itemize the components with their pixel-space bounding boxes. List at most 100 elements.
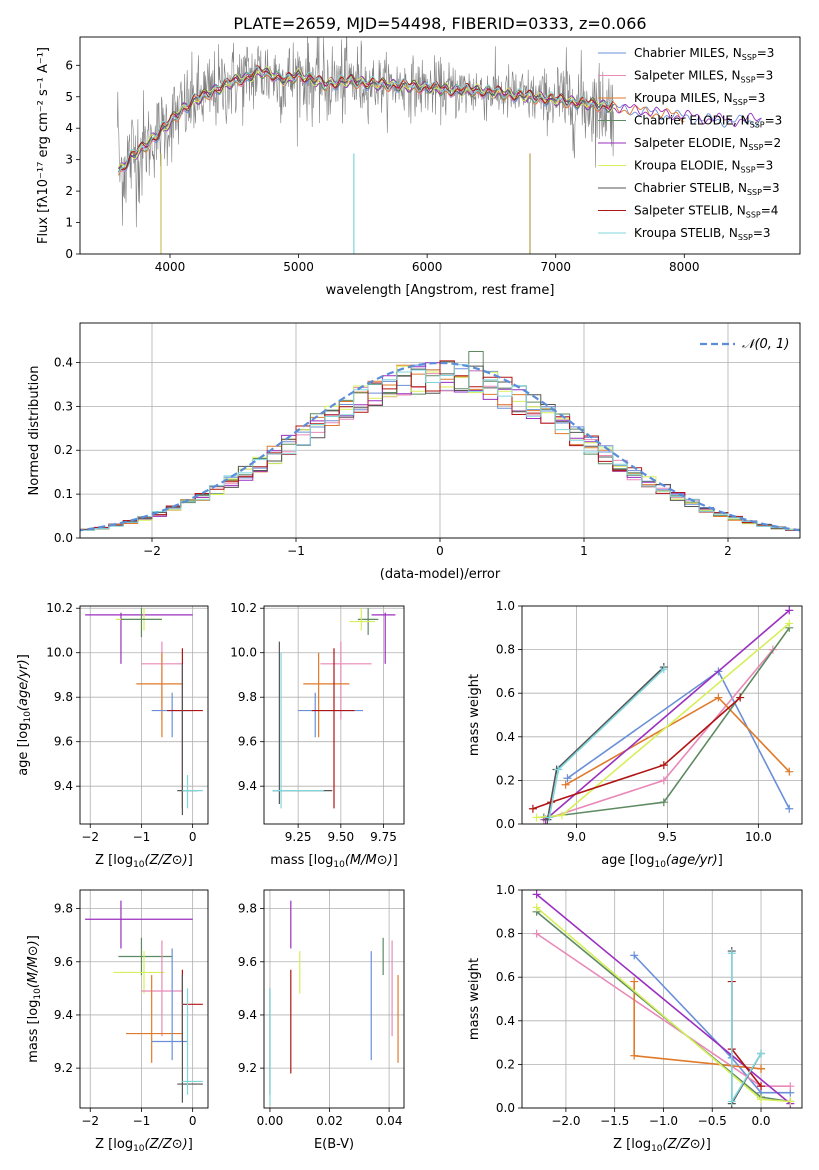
x-tick-label: 0.00 [257,1114,284,1128]
y-tick-label: 3 [65,153,73,167]
legend-label: Kroupa MILES, NSSP=3 [634,91,765,107]
legend-subscript: SSP [738,233,753,242]
plot-area [85,608,203,816]
axes-frame [79,889,209,1109]
y-tick-label: 0.4 [496,1014,515,1028]
plus-marker [736,693,745,702]
mass-weight-line [633,954,791,1094]
axes-frame [263,889,405,1109]
mass-weight-line [731,981,762,1087]
x-tick-label: 9.50 [327,830,354,844]
mass-weight-line [532,697,741,810]
plus-marker [545,813,554,822]
x-tick-label: 10.0 [745,830,772,844]
y-tick-label: 9.8 [54,902,73,916]
label-subscript: 10 [133,860,145,870]
y-tick-label: 9.4 [238,1008,257,1022]
legend-text: =3 [757,46,775,60]
plus-marker [554,765,563,774]
y-tick-label: 9.2 [238,1061,257,1075]
plus-marker [757,1049,766,1058]
label-part: Z [log [95,853,133,868]
plus-marker [630,977,639,986]
observed-spectrum [117,37,614,228]
plus-marker [786,1097,795,1106]
legend-text: Kroupa MILES, N [634,91,733,105]
plus-marker [630,951,639,960]
plus-marker [532,903,541,912]
x-tick-label: −1 [133,830,151,844]
plus-marker [659,665,668,674]
mass-weight-line [545,609,790,821]
legend-text: =3 [756,159,774,173]
legend-subscript: SSP [741,166,756,175]
y-tick-label: 0.3 [54,399,73,413]
plus-marker [727,949,736,958]
legend-subscript: SSP [748,143,763,152]
mass-weight-line [633,981,762,1070]
plus-marker [714,693,723,702]
model-spectrum [118,68,762,169]
x-axis-label: Z [log10(Z/Z⊙)] [95,1137,193,1154]
x-tick-label: −1.0 [649,1114,678,1128]
x-tick-label: 9.5 [658,830,677,844]
y-tick-label: 0.1 [54,487,73,501]
plus-marker [757,1064,766,1073]
legend-text: Salpeter ELODIE, N [634,136,748,150]
x-tick-label: −2 [81,1114,99,1128]
spectrum-panel: 4000 5000 6000 7000 8000 0 1 2 3 4 5 6 wavelength [A… [36,36,801,298]
y-tick-label: 0.8 [496,643,515,657]
plus-marker [757,1082,766,1091]
x-tick-label: −1 [133,1114,151,1128]
legend-label: Salpeter STELIB, NSSP=4 [634,204,778,220]
x-tick-label: 0.0 [751,1114,770,1128]
y-tick-label: 9.8 [238,902,257,916]
x-axis-label: E(B-V) [314,1137,354,1152]
label-part: mass [log [26,1000,41,1063]
plus-marker [532,890,541,899]
legend-label: Kroupa ELODIE, NSSP=3 [634,159,773,175]
label-subscript: 10 [654,860,666,870]
label-part: ] [393,853,398,868]
x-axis-label: Z [log10(Z/Z⊙)] [95,853,193,870]
x-tick-label: 0.04 [376,1114,403,1128]
plus-marker [785,804,794,813]
y-tick-label: 4 [65,121,73,135]
figure-title: PLATE=2659, MJD=54498, FIBERID=0333, z=0… [233,14,646,33]
x-tick-label: 8000 [669,260,700,274]
plot-area [85,900,203,1103]
y-axis-label: mass [log10(M/M⊙)] [26,935,43,1063]
y-axis-label: mass weight [467,958,482,1040]
mass-weight-line [567,670,791,810]
y-axis-label: Flux [fλ10⁻¹⁷ erg cm⁻² s⁻¹ A⁻¹] [36,47,51,244]
y-tick-label: 0.6 [496,970,515,984]
x-tick-label: 0 [436,544,444,558]
label-part: (age/yr) [666,853,718,868]
x-tick-label: 6000 [412,260,443,274]
legend-text: Chabrier MILES, N [634,46,742,60]
y-tick-label: 0.2 [496,773,515,787]
plot-area [528,606,794,824]
legend-text: =3 [756,69,774,83]
legend-label: Chabrier MILES, NSSP=3 [634,46,774,62]
legend-text: Salpeter MILES, N [634,69,741,83]
plus-marker [558,811,566,820]
x-tick-label: −1.5 [600,1114,629,1128]
y-tick-label: 0.0 [496,1101,515,1115]
y-tick-label: 1.0 [496,883,515,897]
y-tick-label: 10.2 [230,601,257,615]
y-tick-label: 9.8 [54,690,73,704]
model-spectrum [118,65,614,173]
y-tick-label: 0 [65,247,73,261]
label-subscript: 10 [651,1144,663,1154]
plot-area [532,890,795,1108]
mass_vs_ebv-panel: 0.00 0.02 0.04 9.2 9.4 9.6 9.8 E(B-V) [238,889,405,1152]
x-tick-label: 4000 [155,260,186,274]
plot-area [272,608,396,809]
label-part: ] [188,1137,193,1152]
label-subscript: 10 [133,1144,145,1154]
label-part: (Z/Z⊙) [145,1137,188,1152]
plus-marker [561,780,570,789]
label-part: Z [log [95,1137,133,1152]
